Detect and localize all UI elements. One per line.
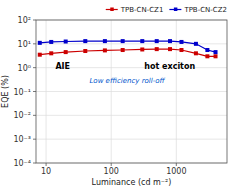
plot-area bbox=[36, 20, 227, 163]
tick bbox=[33, 163, 36, 164]
tick bbox=[46, 163, 47, 166]
point bbox=[194, 42, 198, 46]
point bbox=[49, 51, 53, 55]
tick bbox=[111, 163, 112, 166]
tick-label: 100 bbox=[104, 167, 119, 176]
point bbox=[121, 48, 125, 52]
point bbox=[83, 49, 87, 53]
point bbox=[140, 39, 144, 43]
point bbox=[205, 48, 209, 52]
point bbox=[64, 50, 68, 54]
legend: TPB-CN-CZ2 TPB-CN-CZ1 bbox=[106, 6, 227, 14]
tick bbox=[33, 43, 36, 44]
annotation: Low efficiency roll-off bbox=[89, 77, 165, 85]
point bbox=[103, 48, 107, 52]
point bbox=[179, 48, 183, 52]
tick bbox=[33, 139, 36, 140]
legend-label: TPB-CN-CZ2 bbox=[183, 6, 227, 14]
point bbox=[49, 40, 53, 44]
point bbox=[214, 50, 218, 54]
point bbox=[83, 39, 87, 43]
tick-label: 10² bbox=[18, 16, 31, 25]
point bbox=[64, 40, 68, 44]
grid-line bbox=[36, 91, 227, 92]
tick-label: 10⁻⁴ bbox=[13, 159, 31, 168]
point bbox=[155, 39, 159, 43]
legend-label: TPB-CN-CZ1 bbox=[120, 6, 164, 14]
legend-marker bbox=[110, 8, 114, 12]
data bbox=[38, 39, 218, 58]
tick bbox=[33, 67, 36, 68]
annotation: AIE bbox=[55, 62, 70, 71]
tick-label: 10⁰ bbox=[18, 64, 31, 73]
chart: 10 100 1000 10⁻⁴ 10⁻³ 10⁻² 10⁻¹ 10⁰ 10¹ 10² Lumina… bbox=[0, 0, 233, 189]
x-axis-label: Luminance (cd m⁻²) bbox=[92, 178, 172, 187]
point bbox=[38, 41, 42, 45]
series-line bbox=[40, 49, 216, 56]
frame bbox=[36, 20, 227, 163]
tick-label: 10⁻³ bbox=[13, 135, 31, 144]
point bbox=[121, 39, 125, 43]
point bbox=[38, 53, 42, 57]
point bbox=[140, 47, 144, 51]
point bbox=[168, 39, 172, 43]
point bbox=[168, 47, 172, 51]
legend-marker bbox=[174, 8, 178, 12]
point bbox=[103, 39, 107, 43]
point bbox=[205, 54, 209, 58]
point bbox=[194, 51, 198, 55]
grid bbox=[36, 20, 227, 163]
grid-line bbox=[36, 115, 227, 116]
tick bbox=[33, 115, 36, 116]
tick bbox=[33, 20, 36, 21]
point bbox=[214, 54, 218, 58]
tick-label: 10⁻¹ bbox=[13, 88, 31, 97]
point bbox=[179, 40, 183, 44]
point bbox=[155, 47, 159, 51]
grid-line bbox=[36, 139, 227, 140]
tick-label: 10¹ bbox=[18, 40, 31, 49]
tick-label: 10⁻² bbox=[13, 111, 31, 120]
tick bbox=[33, 91, 36, 92]
tick-label: 10 bbox=[41, 167, 51, 176]
tick bbox=[176, 163, 177, 166]
annotation: hot exciton bbox=[144, 62, 195, 71]
y-axis-label: EQE (%) bbox=[1, 75, 10, 108]
tick-label: 1000 bbox=[166, 167, 186, 176]
